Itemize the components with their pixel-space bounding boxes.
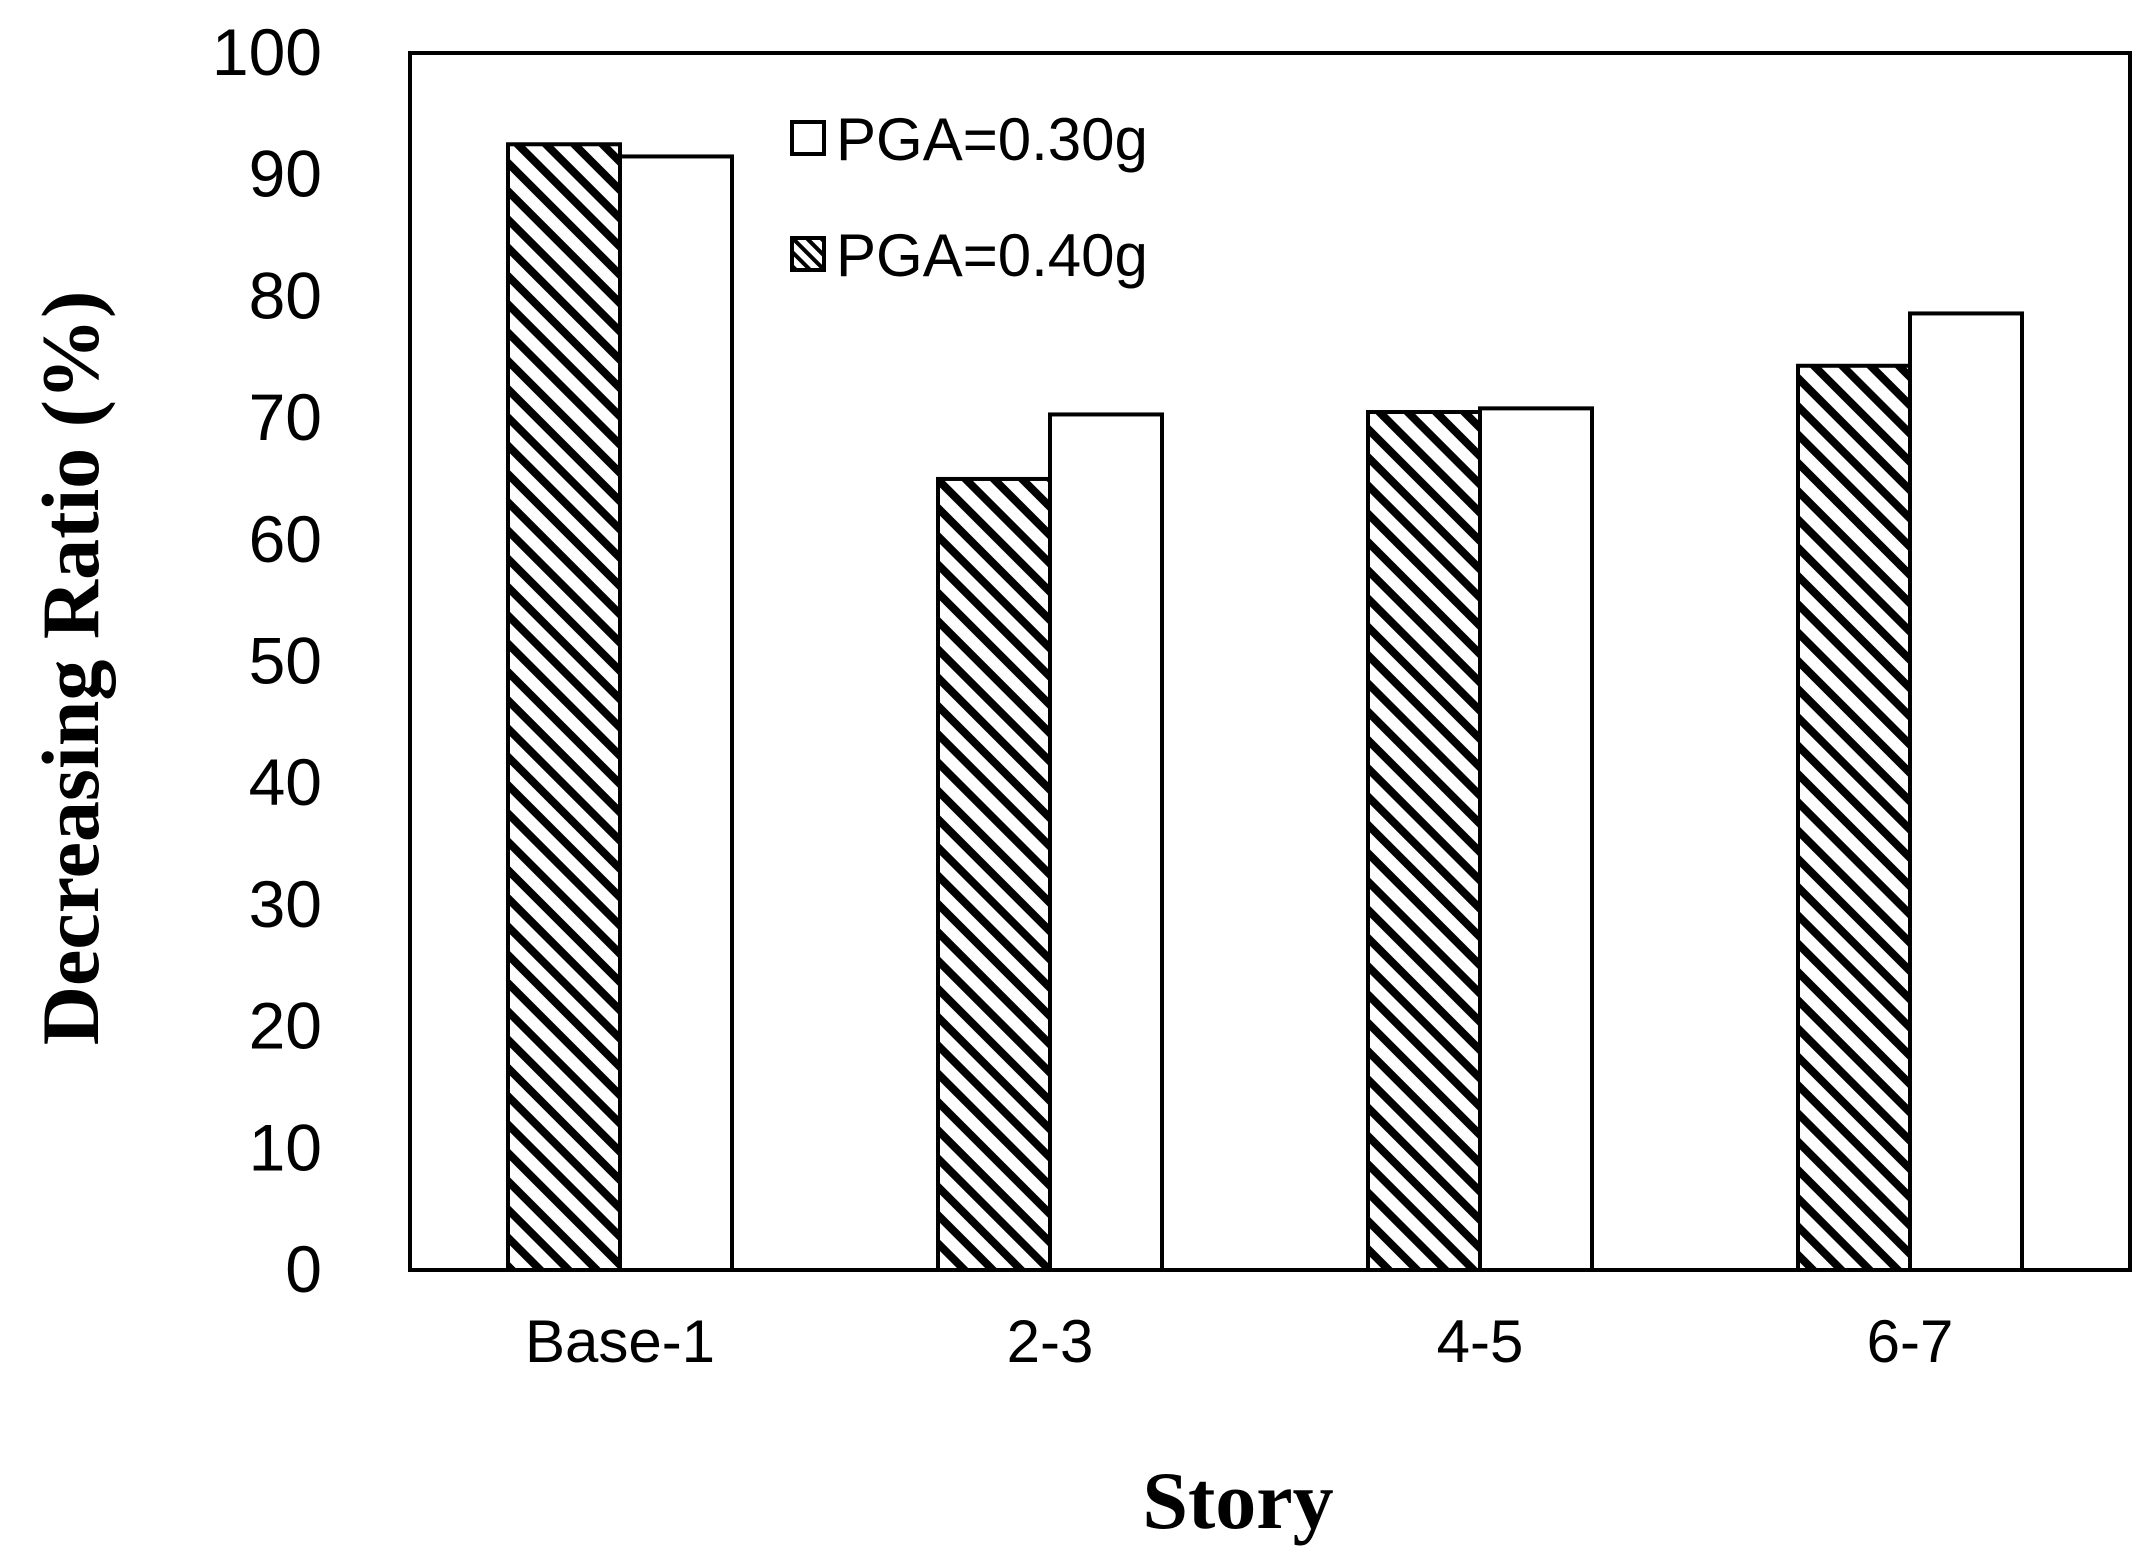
x-category-label: 2-3 (1007, 1308, 1094, 1375)
bars-layer (506, 142, 2024, 1273)
y-tick-label: 30 (249, 867, 322, 941)
bar-pga-030g-base-1 (618, 154, 734, 1273)
y-tick-labels: 0 10 20 30 40 50 60 70 80 90 100 (212, 15, 322, 1306)
y-tick-label: 10 (249, 1110, 322, 1184)
x-category-label: 6-7 (1867, 1308, 1954, 1375)
y-tick-label: 80 (249, 258, 322, 332)
y-tick-label: 50 (249, 624, 322, 698)
legend: PGA=0.30g PGA=0.40g (790, 106, 1148, 289)
y-tick-label: 0 (285, 1232, 322, 1306)
legend-label: PGA=0.40g (836, 222, 1148, 289)
y-tick-label: 70 (249, 380, 322, 454)
bar-pga-030g-4-5 (1478, 406, 1594, 1272)
bar-pga-040g-base-1 (506, 142, 622, 1272)
x-category-label: 4-5 (1437, 1308, 1524, 1375)
bar-pga-040g-6-7 (1796, 363, 1912, 1273)
bar-pga-040g-2-3 (936, 476, 1052, 1272)
bar-pga-030g-6-7 (1908, 311, 2024, 1272)
x-axis-title: Story (1142, 1455, 1333, 1546)
x-category-labels: Base-1 2-3 4-5 6-7 (525, 1308, 1953, 1375)
bar-pga-030g-2-3 (1048, 412, 1164, 1273)
legend-label: PGA=0.30g (836, 106, 1148, 173)
y-tick-label: 40 (249, 745, 322, 819)
y-tick-label: 90 (249, 137, 322, 211)
legend-swatch (790, 236, 826, 272)
bar-pga-040g-4-5 (1366, 410, 1482, 1272)
y-tick-label: 60 (249, 502, 322, 576)
y-tick-label: 20 (249, 989, 322, 1063)
y-axis-title: Decreasing Ratio (%) (25, 291, 116, 1046)
y-tick-label: 100 (212, 15, 322, 89)
x-category-label: Base-1 (525, 1308, 715, 1375)
plot-frame (408, 51, 2132, 1272)
legend-swatch (790, 120, 826, 156)
